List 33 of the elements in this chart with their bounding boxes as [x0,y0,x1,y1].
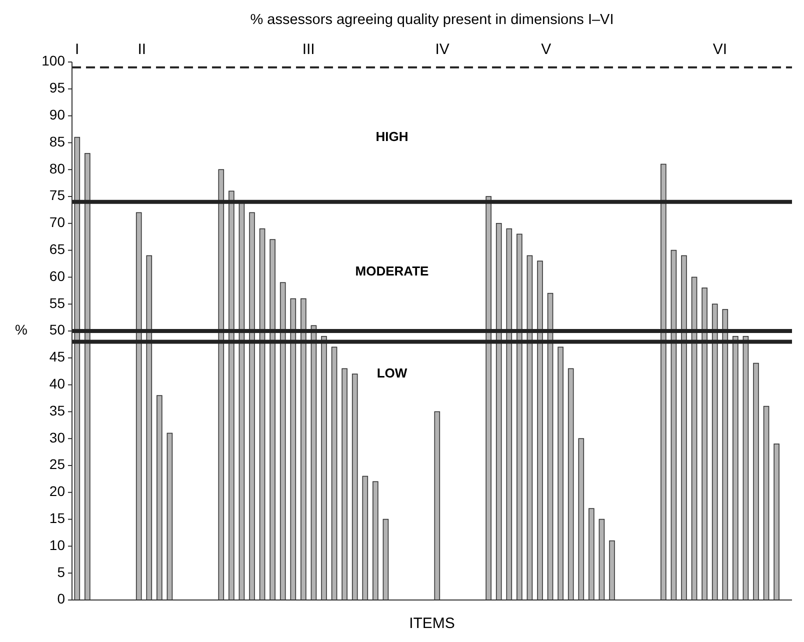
y-axis-title: % [15,322,28,338]
text: V [541,41,552,58]
chart-title: % assessors agreeing quality present in dimensions I–VI [250,12,614,28]
y-tick-label: 40 [49,376,66,392]
y-tick-label: 90 [49,106,66,123]
text: II [138,41,146,58]
text: IV [435,41,450,58]
x-axis-title: ITEMS [409,615,455,632]
y-tick-label: 60 [49,268,66,284]
y-tick-label: 100 [42,52,66,69]
y-tick-label: 75 [49,187,66,204]
y-tick-label: 10 [49,536,66,553]
y-tick-label: 85 [49,133,66,150]
y-tick-label: 35 [49,402,66,418]
y-tick-label: 95 [49,80,66,96]
y-tick-label: 30 [49,429,66,446]
text: VI [712,41,728,58]
y-tick-label: 45 [49,348,66,365]
y-tick-label: 55 [49,294,66,311]
text: III [302,41,315,58]
annotation: LOW [376,365,408,380]
y-tick-label: 5 [57,564,66,580]
y-tick-label: 0 [57,590,66,607]
text: I [75,41,80,58]
annotation: HIGH [376,128,408,144]
y-tick-label: 25 [49,456,66,472]
y-tick-label: 70 [49,214,66,230]
y-tick-label: 15 [49,510,66,526]
annotation: MODERATE [355,263,430,278]
y-tick-label: 80 [49,160,66,176]
y-tick-label: 20 [49,483,66,500]
y-tick-label: 50 [49,322,66,338]
y-tick-label: 65 [49,241,66,258]
